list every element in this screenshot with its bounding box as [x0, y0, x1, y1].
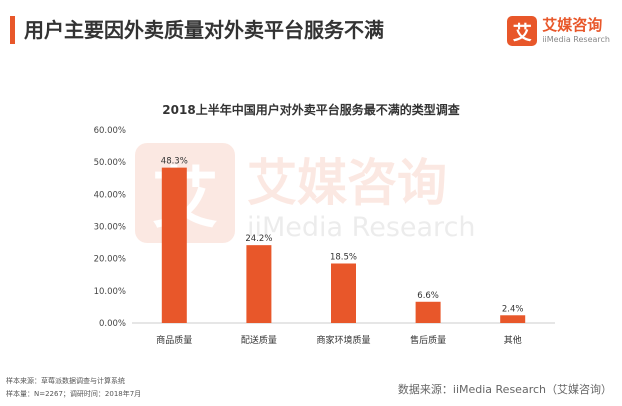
x-tick-label-4: 其他	[504, 334, 522, 346]
brand-logo: 艾 艾媒咨询 iiMedia Research	[507, 16, 610, 46]
logo-name-en: iiMedia Research	[542, 35, 610, 44]
title-accent-bar	[10, 16, 15, 44]
value-label-2: 18.5%	[330, 252, 357, 262]
y-tick-label: 10.00%	[94, 287, 126, 297]
x-tick-label-2: 商家环境质量	[316, 334, 370, 346]
y-tick-label: 0.00%	[99, 319, 126, 329]
x-tick-label-0: 商品质量	[156, 334, 192, 346]
value-label-0: 48.3%	[161, 157, 188, 167]
bar-2	[331, 263, 356, 323]
y-tick-label: 60.00%	[94, 126, 126, 136]
y-tick-label: 20.00%	[94, 255, 126, 265]
bar-4	[500, 315, 526, 323]
sample-info: 样本量：N=2267；调研时间：2018年7月	[6, 390, 142, 398]
value-label-3: 6.6%	[417, 291, 439, 301]
data-source: 数据来源：iiMedia Research（艾媒咨询）	[397, 383, 612, 396]
bar-1	[246, 245, 272, 323]
value-label-1: 24.2%	[245, 234, 272, 244]
bar-3	[415, 301, 441, 323]
logo-glyph-icon: 艾	[507, 16, 538, 46]
y-tick-label: 50.00%	[94, 158, 126, 168]
value-label-4: 2.4%	[502, 304, 524, 314]
sample-source: 样本来源：草莓派数据调查与计算系统	[6, 377, 125, 385]
y-tick-label: 40.00%	[94, 190, 126, 200]
logo-name-cn: 艾媒咨询	[542, 16, 603, 34]
page-title: 用户主要因外卖质量对外卖平台服务不满	[24, 18, 384, 42]
x-tick-label-1: 配送质量	[241, 334, 277, 346]
x-tick-label-3: 售后质量	[410, 334, 446, 346]
bar-0	[161, 167, 187, 323]
chart-title: 2018上半年中国用户对外卖平台服务最不满的类型调查	[162, 102, 460, 117]
y-tick-label: 30.00%	[94, 223, 126, 233]
